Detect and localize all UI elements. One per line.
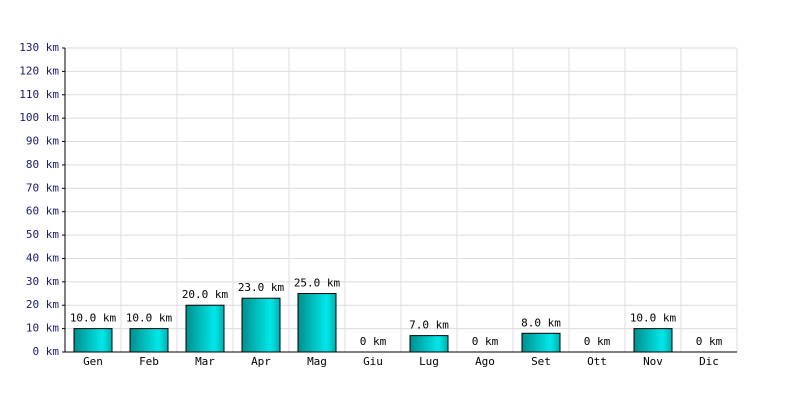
data-label: 0 km bbox=[696, 335, 723, 348]
x-tick-label: Giu bbox=[363, 355, 383, 368]
bar bbox=[409, 335, 449, 353]
y-tick-label: 80 km bbox=[26, 158, 59, 171]
data-label: 23.0 km bbox=[238, 281, 285, 294]
data-label: 7.0 km bbox=[409, 319, 449, 332]
x-tick-label: Mar bbox=[195, 355, 215, 368]
y-tick-label: 100 km bbox=[19, 111, 59, 124]
x-tick-label: Set bbox=[531, 355, 551, 368]
bar bbox=[633, 328, 673, 353]
data-label: 10.0 km bbox=[630, 312, 677, 325]
bar bbox=[241, 297, 281, 353]
y-tick-label: 90 km bbox=[26, 135, 59, 148]
y-tick-label: 120 km bbox=[19, 64, 59, 77]
x-tick-label: Dic bbox=[699, 355, 719, 368]
bar bbox=[185, 304, 225, 353]
y-tick-label: 130 km bbox=[19, 41, 59, 54]
data-label: 8.0 km bbox=[521, 316, 561, 329]
y-tick-label: 60 km bbox=[26, 205, 59, 218]
y-tick-label: 30 km bbox=[26, 275, 59, 288]
x-tick-label: Feb bbox=[139, 355, 159, 368]
bar bbox=[129, 328, 169, 353]
x-tick-label: Nov bbox=[643, 355, 663, 368]
x-tick-label: Ago bbox=[475, 355, 495, 368]
y-tick-label: 10 km bbox=[26, 322, 59, 335]
y-tick-label: 110 km bbox=[19, 88, 59, 101]
data-label: 0 km bbox=[584, 335, 611, 348]
data-label: 0 km bbox=[472, 335, 499, 348]
data-label: 10.0 km bbox=[70, 312, 117, 325]
x-tick-label: Gen bbox=[83, 355, 103, 368]
bar bbox=[297, 293, 337, 353]
data-label: 25.0 km bbox=[294, 277, 341, 290]
x-tick-label: Mag bbox=[307, 355, 327, 368]
data-label: 10.0 km bbox=[126, 312, 173, 325]
y-tick-label: 20 km bbox=[26, 298, 59, 311]
y-tick-label: 40 km bbox=[26, 251, 59, 264]
data-label: 0 km bbox=[360, 335, 387, 348]
x-tick-label: Apr bbox=[251, 355, 271, 368]
y-tick-label: 70 km bbox=[26, 181, 59, 194]
bar bbox=[73, 328, 113, 353]
bar bbox=[521, 332, 561, 353]
x-tick-label: Ott bbox=[587, 355, 607, 368]
y-tick-label: 50 km bbox=[26, 228, 59, 241]
y-tick-label: 0 km bbox=[33, 345, 60, 358]
data-label: 20.0 km bbox=[182, 288, 229, 301]
x-tick-label: Lug bbox=[419, 355, 439, 368]
